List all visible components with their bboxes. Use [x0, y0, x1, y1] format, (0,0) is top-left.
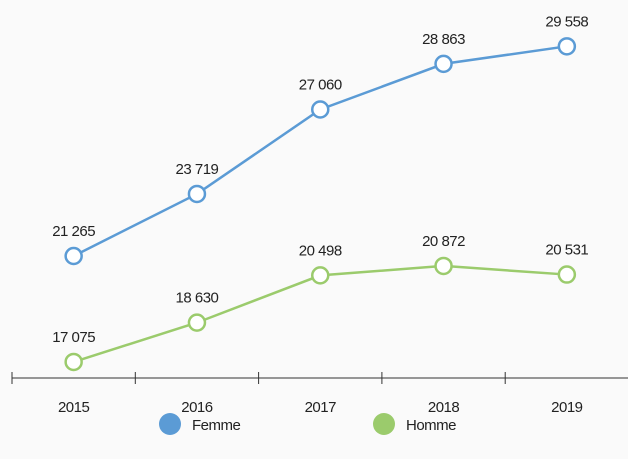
data-point [557, 37, 577, 56]
data-point [187, 313, 207, 332]
data-label: 20 531 [545, 242, 588, 259]
data-label: 23 719 [176, 161, 219, 178]
data-label: 18 630 [176, 290, 219, 307]
x-tick-label: 2015 [58, 399, 90, 416]
data-point [64, 352, 83, 372]
data-label: 17 075 [52, 329, 95, 346]
data-label: 21 265 [52, 223, 95, 240]
x-tick-label: 2018 [428, 399, 460, 416]
data-label: 27 060 [299, 76, 342, 93]
data-point [434, 54, 453, 74]
data-point [311, 266, 330, 285]
legend-swatch [159, 413, 181, 435]
data-point [187, 184, 207, 204]
legend-label: Homme [406, 417, 456, 434]
data-point [311, 100, 330, 119]
data-point [434, 256, 453, 276]
data-point [557, 265, 577, 284]
legend-swatch [373, 413, 395, 435]
x-tick-label: 2016 [181, 399, 213, 416]
data-label: 20 872 [422, 233, 465, 250]
legend-label: Femme [192, 417, 240, 434]
data-point [64, 246, 83, 266]
x-tick-label: 2017 [305, 399, 337, 416]
data-label: 20 498 [299, 242, 342, 259]
data-label: 28 863 [422, 31, 465, 48]
data-label: 29 558 [545, 13, 588, 30]
x-tick-label: 2019 [551, 399, 583, 416]
